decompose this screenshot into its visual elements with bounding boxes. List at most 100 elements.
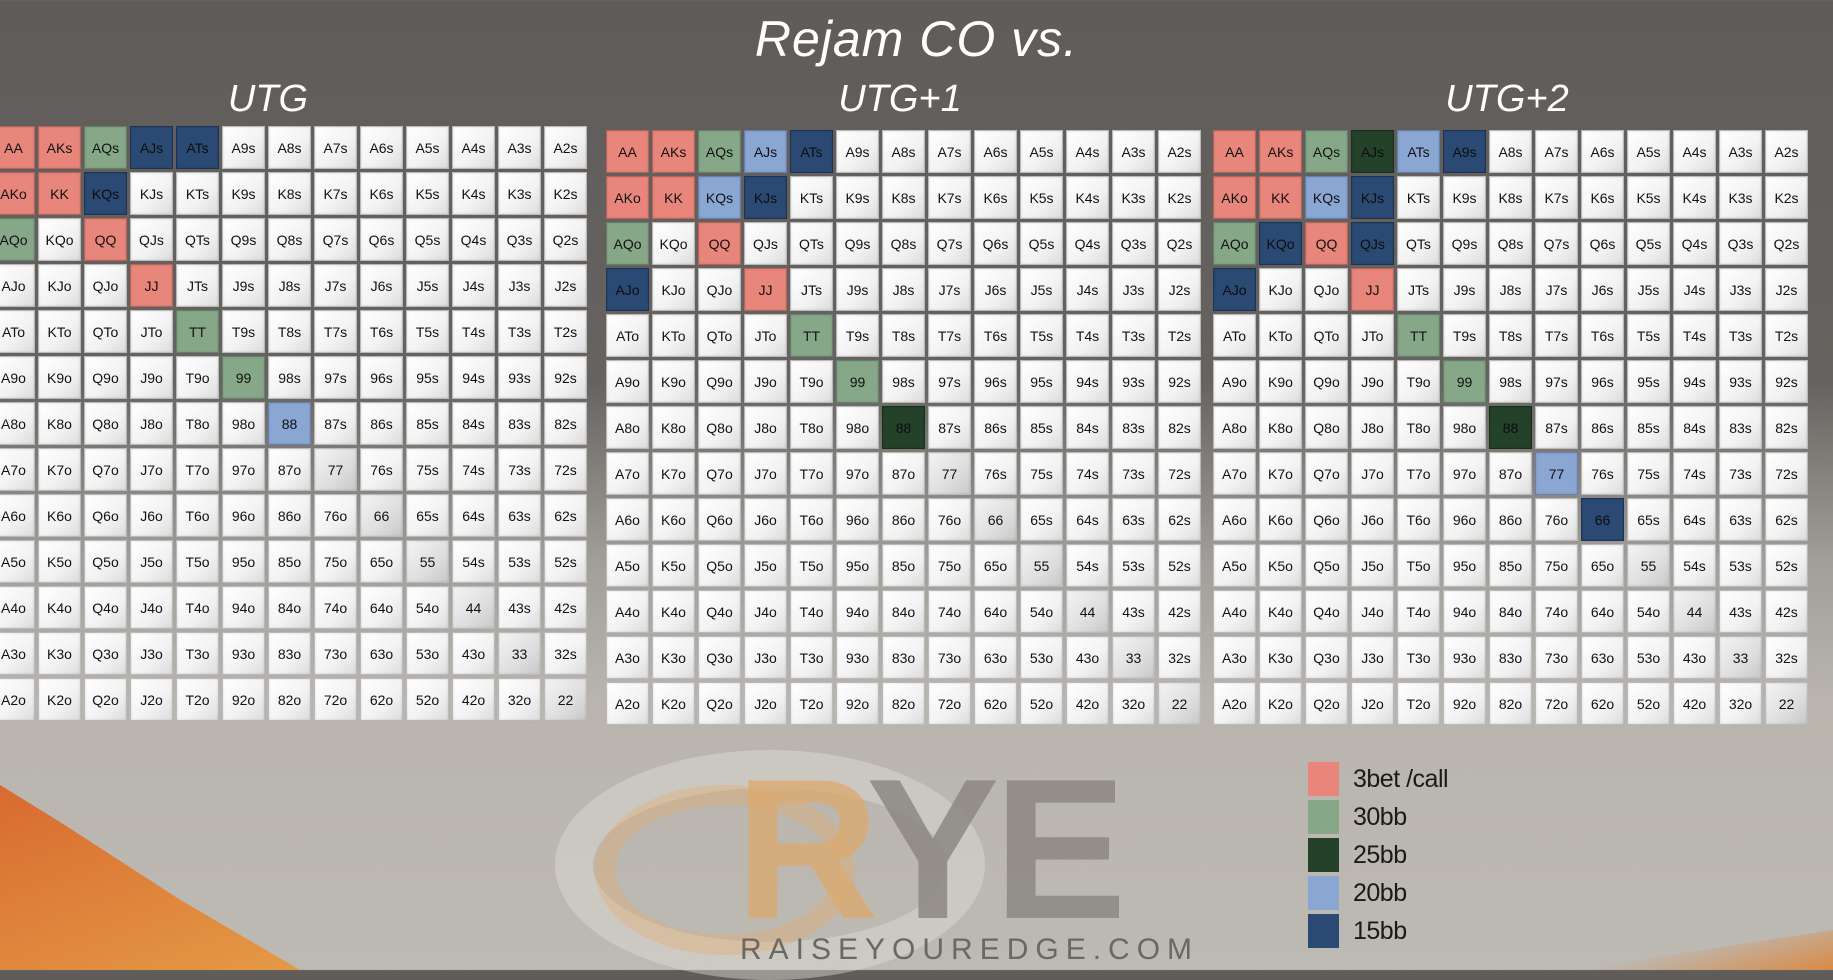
hand-cell-k5s: K5s bbox=[406, 172, 449, 215]
hand-cell-t4s: T4s bbox=[1673, 314, 1716, 357]
hand-cell-q4o: Q4o bbox=[698, 590, 741, 633]
hand-cell-aa: AA bbox=[0, 126, 35, 169]
hand-cell-j6o: J6o bbox=[130, 494, 173, 537]
hand-cell-ats: ATs bbox=[790, 130, 833, 173]
hand-cell-92s: 92s bbox=[1765, 360, 1808, 403]
hand-cell-75o: 75o bbox=[1535, 544, 1578, 587]
hand-cell-87o: 87o bbox=[1489, 452, 1532, 495]
hand-cell-62s: 62s bbox=[1765, 498, 1808, 541]
hand-cell-t5s: T5s bbox=[1020, 314, 1063, 357]
hand-cell-73o: 73o bbox=[314, 632, 357, 675]
hand-cell-t8o: T8o bbox=[790, 406, 833, 449]
hand-cell-q9o: Q9o bbox=[698, 360, 741, 403]
hand-cell-85s: 85s bbox=[406, 402, 449, 445]
hand-cell-53o: 53o bbox=[406, 632, 449, 675]
hand-cell-j2o: J2o bbox=[1351, 682, 1394, 725]
hand-cell-j4s: J4s bbox=[452, 264, 495, 307]
hand-cell-74s: 74s bbox=[1066, 452, 1109, 495]
hand-cell-32s: 32s bbox=[1765, 636, 1808, 679]
hand-cell-jj: JJ bbox=[1351, 268, 1394, 311]
hand-cell-a7o: A7o bbox=[1213, 452, 1256, 495]
hand-cell-92o: 92o bbox=[222, 678, 265, 721]
hand-cell-53o: 53o bbox=[1627, 636, 1670, 679]
hand-cell-j6o: J6o bbox=[1351, 498, 1394, 541]
hand-cell-qq: QQ bbox=[1305, 222, 1348, 265]
hand-cell-q6o: Q6o bbox=[84, 494, 127, 537]
hand-cell-aa: AA bbox=[606, 130, 649, 173]
hand-cell-42o: 42o bbox=[1066, 682, 1109, 725]
hand-cell-k6s: K6s bbox=[360, 172, 403, 215]
hand-cell-86o: 86o bbox=[1489, 498, 1532, 541]
hand-cell-a8s: A8s bbox=[268, 126, 311, 169]
hand-cell-63s: 63s bbox=[1719, 498, 1762, 541]
hand-cell-88: 88 bbox=[1489, 406, 1532, 449]
hand-cell-87s: 87s bbox=[1535, 406, 1578, 449]
hand-cell-87s: 87s bbox=[928, 406, 971, 449]
hand-cell-aqo: AQo bbox=[1213, 222, 1256, 265]
hand-cell-t9o: T9o bbox=[790, 360, 833, 403]
hand-cell-kqs: KQs bbox=[84, 172, 127, 215]
hand-cell-72s: 72s bbox=[1158, 452, 1201, 495]
hand-cell-83o: 83o bbox=[882, 636, 925, 679]
hand-cell-98s: 98s bbox=[882, 360, 925, 403]
hand-cell-a9s: A9s bbox=[1443, 130, 1486, 173]
legend-swatch bbox=[1308, 800, 1339, 834]
hand-cell-kk: KK bbox=[652, 176, 695, 219]
hand-cell-52o: 52o bbox=[1020, 682, 1063, 725]
hand-cell-63s: 63s bbox=[498, 494, 541, 537]
hand-cell-j8o: J8o bbox=[130, 402, 173, 445]
hand-cell-k9s: K9s bbox=[222, 172, 265, 215]
hand-cell-j3s: J3s bbox=[1112, 268, 1155, 311]
hand-cell-kjs: KJs bbox=[130, 172, 173, 215]
hand-cell-64s: 64s bbox=[452, 494, 495, 537]
hand-cell-84s: 84s bbox=[1673, 406, 1716, 449]
hand-cell-a2s: A2s bbox=[1765, 130, 1808, 173]
hand-cell-kqo: KQo bbox=[38, 218, 81, 261]
hand-cell-92o: 92o bbox=[1443, 682, 1486, 725]
hand-cell-q2s: Q2s bbox=[1765, 222, 1808, 265]
hand-cell-a4o: A4o bbox=[606, 590, 649, 633]
hand-cell-43s: 43s bbox=[1719, 590, 1762, 633]
hand-cell-q8s: Q8s bbox=[882, 222, 925, 265]
hand-cell-kts: KTs bbox=[1397, 176, 1440, 219]
hand-cell-65s: 65s bbox=[1627, 498, 1670, 541]
hand-cell-95s: 95s bbox=[1020, 360, 1063, 403]
logo-letters: RYE bbox=[735, 750, 1127, 950]
hand-cell-q5o: Q5o bbox=[1305, 544, 1348, 587]
hand-cell-ats: ATs bbox=[176, 126, 219, 169]
hand-cell-86o: 86o bbox=[268, 494, 311, 537]
hand-cell-qts: QTs bbox=[176, 218, 219, 261]
hand-cell-55: 55 bbox=[1020, 544, 1063, 587]
hand-cell-jts: JTs bbox=[176, 264, 219, 307]
decorative-corner bbox=[0, 785, 300, 970]
hand-cell-j3s: J3s bbox=[498, 264, 541, 307]
hand-cell-t6s: T6s bbox=[360, 310, 403, 353]
hand-cell-q8o: Q8o bbox=[698, 406, 741, 449]
hand-cell-32s: 32s bbox=[544, 632, 587, 675]
hand-cell-95o: 95o bbox=[836, 544, 879, 587]
hand-cell-43o: 43o bbox=[1066, 636, 1109, 679]
hand-cell-k3o: K3o bbox=[652, 636, 695, 679]
hand-cell-k2o: K2o bbox=[1259, 682, 1302, 725]
hand-cell-84o: 84o bbox=[882, 590, 925, 633]
hand-cell-k2s: K2s bbox=[1158, 176, 1201, 219]
hand-cell-j8o: J8o bbox=[1351, 406, 1394, 449]
hand-cell-75s: 75s bbox=[406, 448, 449, 491]
hand-cell-a4o: A4o bbox=[0, 586, 35, 629]
hand-cell-tt: TT bbox=[790, 314, 833, 357]
hand-cell-q2o: Q2o bbox=[698, 682, 741, 725]
hand-cell-42s: 42s bbox=[1158, 590, 1201, 633]
hand-cell-93s: 93s bbox=[498, 356, 541, 399]
hand-cell-a5s: A5s bbox=[1627, 130, 1670, 173]
hand-cell-a9s: A9s bbox=[836, 130, 879, 173]
hand-cell-q3s: Q3s bbox=[1719, 222, 1762, 265]
hand-cell-qjo: QJo bbox=[698, 268, 741, 311]
hand-cell-66: 66 bbox=[974, 498, 1017, 541]
hand-cell-a4s: A4s bbox=[1066, 130, 1109, 173]
hand-cell-62o: 62o bbox=[1581, 682, 1624, 725]
hand-cell-82o: 82o bbox=[1489, 682, 1532, 725]
hand-cell-53s: 53s bbox=[1719, 544, 1762, 587]
hand-cell-qjo: QJo bbox=[1305, 268, 1348, 311]
range-grid-utg1: AA AKs AQs AJs ATs A9s A8s A7s A6s A5s A4s A3s A2s AK… bbox=[606, 130, 1201, 725]
hand-cell-95o: 95o bbox=[1443, 544, 1486, 587]
